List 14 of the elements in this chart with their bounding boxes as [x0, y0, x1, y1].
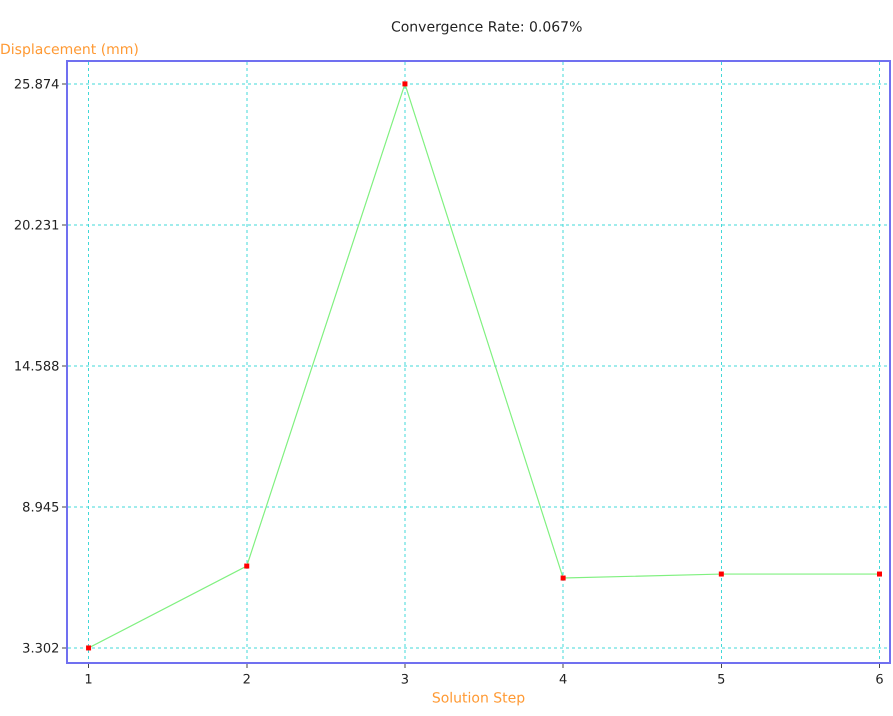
chart-title: Convergence Rate: 0.067%	[390, 19, 582, 36]
x-tick-label: 1	[84, 672, 93, 688]
y-tick-label: 20.231	[14, 218, 60, 234]
x-tick-label: 5	[717, 672, 726, 688]
y-tick-label: 3.302	[22, 642, 60, 657]
x-tick-label: 2	[242, 672, 251, 688]
y-tick-label: 14.588	[14, 359, 60, 374]
x-tick-label: 4	[558, 672, 568, 688]
y-tick-label: 8.945	[22, 500, 60, 516]
x-tick-label: 3	[400, 672, 410, 688]
x-tick-label: 6	[875, 672, 884, 688]
y-axis-title: Displacement (mm)	[0, 42, 139, 58]
x-axis-title: Solution Step	[432, 690, 526, 706]
y-tick-label: 25.874	[14, 77, 60, 92]
